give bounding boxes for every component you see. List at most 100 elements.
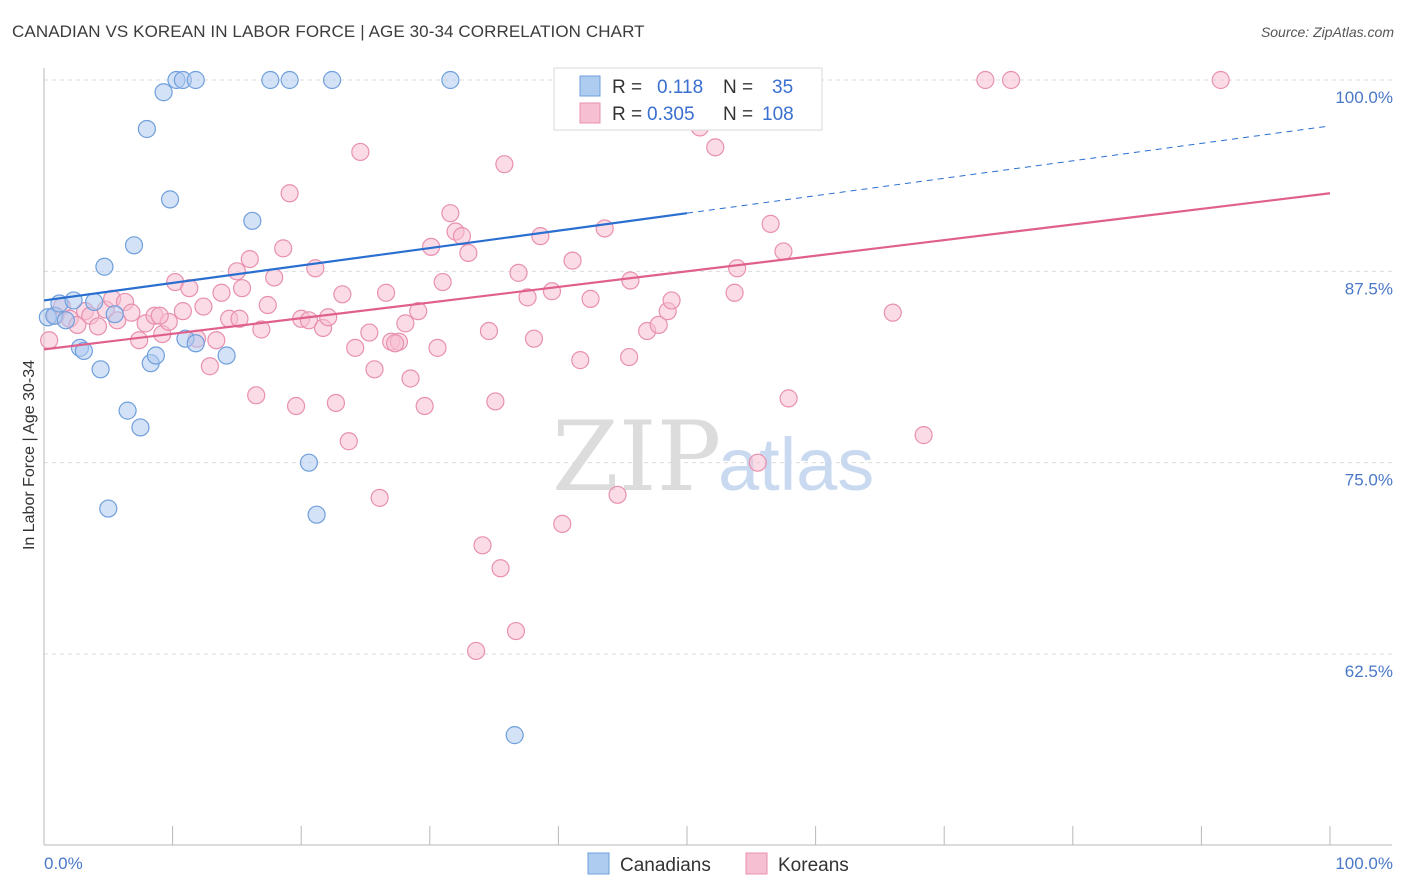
koreans-point: [1001, 70, 1021, 90]
koreans-point: [914, 426, 933, 445]
canadians-point: [105, 305, 124, 324]
koreans-point: [401, 369, 420, 388]
canadians-point: [160, 190, 180, 209]
koreans-point: [620, 347, 639, 367]
koreans-n-label: N =: [723, 104, 753, 125]
canadians-trend-line: [43, 212, 688, 302]
koreans-point: [571, 351, 590, 370]
canadians-point: [56, 311, 75, 330]
stats-legend: R = 0.118 N = 35 R = 0.305 N = 108: [553, 67, 823, 131]
koreans-r-value: 0.305: [647, 104, 695, 125]
koreans-point: [173, 302, 192, 321]
koreans-trend-line: [43, 192, 1331, 351]
koreans-series-label: Koreans: [778, 855, 849, 876]
koreans-point: [40, 331, 59, 350]
koreans-point: [518, 288, 537, 307]
koreans-point: [252, 320, 271, 339]
canadians-point: [441, 70, 460, 90]
koreans-point: [232, 279, 252, 298]
canadians-point: [64, 291, 83, 310]
koreans-point: [319, 308, 338, 327]
koreans-point: [509, 263, 528, 282]
koreans-point: [774, 242, 793, 261]
x-tick-label-min: 0.0%: [44, 854, 83, 873]
koreans-point: [706, 138, 725, 157]
koreans-point: [227, 262, 246, 281]
koreans-point: [581, 289, 600, 308]
canadians-point: [85, 292, 104, 312]
koreans-point: [274, 239, 293, 258]
x-tick-marks: [172, 826, 1331, 845]
y-tick-label: 87.5%: [1345, 279, 1393, 298]
canadians-point: [217, 346, 236, 365]
koreans-point: [376, 283, 396, 302]
canadians-series-label: Canadians: [620, 855, 711, 876]
koreans-point: [553, 514, 572, 533]
koreans-point: [1211, 70, 1230, 90]
y-tick-label: 62.5%: [1345, 662, 1393, 681]
x-tick-label-max: 100.0%: [1335, 854, 1393, 873]
koreans-point: [194, 297, 213, 316]
canadians-point: [118, 401, 137, 420]
koreans-point: [370, 488, 389, 507]
koreans-point: [728, 259, 747, 278]
koreans-point: [779, 389, 798, 408]
koreans-point: [200, 357, 219, 376]
koreans-point: [433, 272, 452, 292]
koreans-point: [479, 321, 499, 341]
trend-lines: [43, 125, 1331, 351]
canadians-point: [186, 334, 205, 353]
koreans-point: [459, 243, 478, 263]
koreans-point: [428, 338, 447, 357]
koreans-point: [725, 283, 744, 302]
koreans-point: [531, 227, 550, 246]
watermark-atlas: atlas: [718, 423, 874, 506]
koreans-point: [280, 184, 299, 203]
koreans-point: [212, 283, 231, 302]
koreans-point: [240, 249, 259, 269]
koreans-point: [247, 386, 266, 405]
koreans-point: [346, 338, 365, 357]
koreans-point: [748, 453, 767, 472]
canadians-point: [261, 70, 280, 90]
koreans-point: [524, 329, 544, 348]
canadians-point: [137, 119, 156, 139]
koreans-point: [207, 331, 226, 350]
canadians-point: [186, 70, 205, 90]
grid-lines: [44, 79, 1392, 655]
canadians-points: [38, 70, 667, 745]
y-tick-label: 100.0%: [1335, 88, 1393, 107]
koreans-point: [491, 559, 510, 578]
canadians-point: [131, 418, 150, 437]
koreans-point: [360, 323, 379, 342]
canadians-r-value: 0.118: [657, 77, 703, 98]
koreans-point: [339, 432, 358, 451]
koreans-n-value: 108: [762, 104, 794, 125]
koreans-point: [542, 282, 562, 301]
canadians-point: [99, 499, 118, 518]
koreans-point: [883, 303, 902, 322]
koreans-point: [286, 396, 306, 416]
canadians-point: [299, 453, 319, 472]
koreans-point: [473, 536, 492, 555]
koreans-r-label: R =: [612, 104, 642, 125]
koreans-point: [466, 641, 486, 661]
koreans-legend-swatch: [579, 102, 601, 124]
koreans-point: [351, 142, 370, 162]
koreans-point: [130, 331, 149, 350]
canadians-point: [146, 346, 165, 365]
chart-title: CANADIAN VS KOREAN IN LABOR FORCE | AGE …: [12, 22, 645, 41]
koreans-point: [258, 295, 277, 315]
canadians-n-value: 35: [772, 77, 793, 98]
koreans-points: [40, 70, 1230, 661]
canadians-point: [322, 70, 342, 90]
y-tick-label: 75.0%: [1345, 471, 1393, 490]
koreans-point: [495, 155, 514, 174]
canadians-point: [307, 505, 326, 524]
canadians-n-label: N =: [723, 77, 753, 98]
canadians-point: [243, 211, 262, 230]
canadians-series-swatch: [587, 852, 610, 875]
canadians-point: [74, 341, 93, 361]
koreans-point: [396, 314, 415, 333]
